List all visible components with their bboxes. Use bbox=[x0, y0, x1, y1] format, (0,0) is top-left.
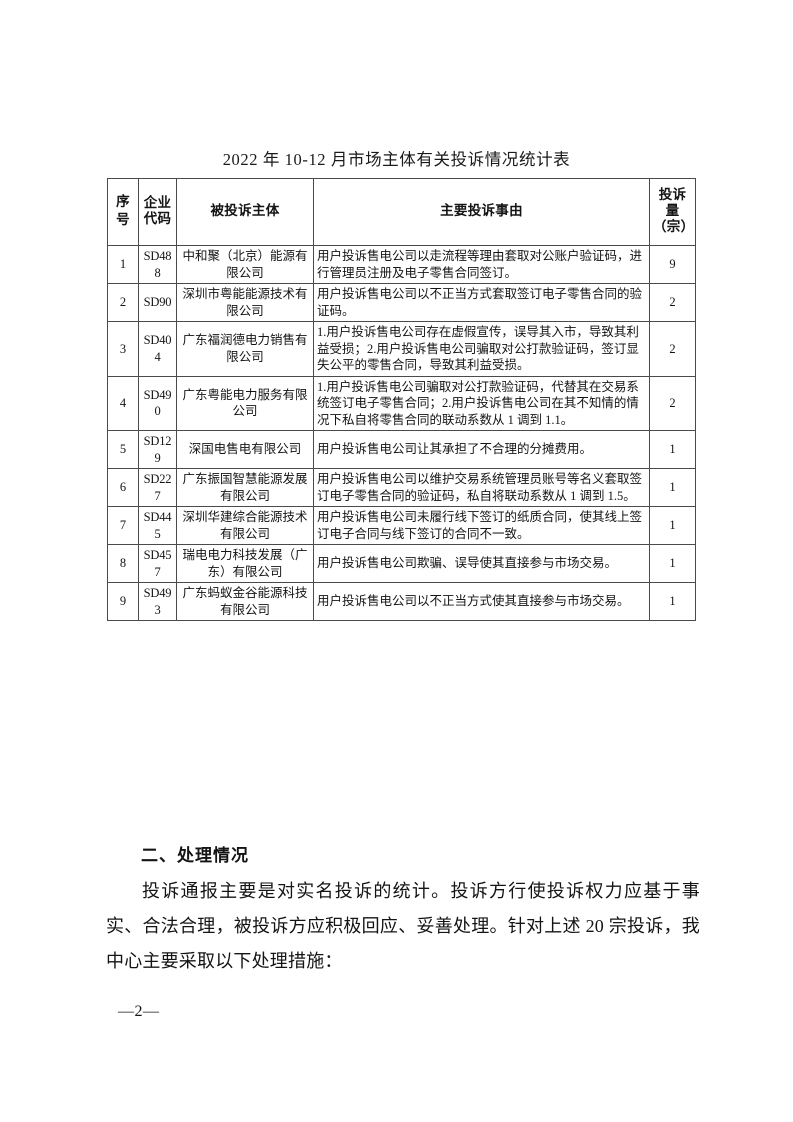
cell-count: 1 bbox=[649, 506, 696, 545]
cell-subject: 深国电售电有限公司 bbox=[176, 430, 314, 469]
cell-reason: 用户投诉售电公司以走流程等理由套取对公账户验证码，进行管理员注册及电子零售合同签… bbox=[313, 245, 650, 284]
cell-subject: 广东振国智慧能源发展有限公司 bbox=[176, 468, 314, 507]
column-header-enterprise-code: 企业 代码 bbox=[138, 178, 177, 246]
cell-subject: 瑞电电力科技发展（广东）有限公司 bbox=[176, 544, 314, 583]
page-title: 2022 年 10-12 月市场主体有关投诉情况统计表 bbox=[222, 150, 571, 169]
cell-count: 1 bbox=[649, 544, 696, 583]
cell-subject: 深圳市粤能能源技术有限公司 bbox=[176, 283, 314, 322]
cell-count: 2 bbox=[649, 321, 696, 377]
table-row: 8 SD457 瑞电电力科技发展（广东）有限公司 用户投诉售电公司欺骗、误导使其… bbox=[107, 544, 696, 583]
cell-subject: 广东粤能电力服务有限公司 bbox=[176, 375, 314, 431]
cell-code: SD90 bbox=[138, 283, 177, 322]
column-header-no: 序号 bbox=[107, 178, 139, 246]
cell-subject: 广东福润德电力销售有限公司 bbox=[176, 321, 314, 377]
column-header-subject: 被投诉主体 bbox=[176, 178, 314, 246]
table-row: 2 SD90 深圳市粤能能源技术有限公司 用户投诉售电公司以不正当方式套取签订电… bbox=[107, 283, 696, 322]
cell-reason: 1.用户投诉售电公司存在虚假宣传，误导其入市，导致其利益受损；2.用户投诉售电公… bbox=[313, 321, 650, 377]
cell-reason: 用户投诉售电公司欺骗、误导使其直接参与市场交易。 bbox=[313, 544, 650, 583]
cell-subject: 中和聚（北京）能源有限公司 bbox=[176, 245, 314, 284]
cell-reason: 用户投诉售电公司以不正当方式使其直接参与市场交易。 bbox=[313, 582, 650, 621]
section-paragraph-handling: 投诉通报主要是对实名投诉的统计。投诉方行使投诉权力应基于事实、合法合理，被投诉方… bbox=[106, 881, 700, 971]
cell-no: 5 bbox=[107, 430, 139, 469]
cell-no: 7 bbox=[107, 506, 139, 545]
cell-count: 2 bbox=[649, 283, 696, 322]
column-header-enterprise-code-line2: 代码 bbox=[143, 211, 172, 227]
column-header-count-line2: （宗） bbox=[653, 218, 695, 235]
cell-no: 9 bbox=[107, 582, 139, 621]
table-header: 序号 企业 代码 被投诉主体 主要投诉事由 投诉量 （宗） bbox=[107, 178, 696, 246]
cell-no: 8 bbox=[107, 544, 139, 583]
table-body: 1 SD488 中和聚（北京）能源有限公司 用户投诉售电公司以走流程等理由套取对… bbox=[107, 245, 696, 621]
cell-reason: 用户投诉售电公司以维护交易系统管理员账号等名义套取签订电子零售合同的验证码，私自… bbox=[313, 468, 650, 507]
table-row: 1 SD488 中和聚（北京）能源有限公司 用户投诉售电公司以走流程等理由套取对… bbox=[107, 245, 696, 284]
cell-code: SD129 bbox=[138, 430, 177, 469]
table-row: 7 SD445 深圳华建综合能源技术有限公司 用户投诉售电公司未履行线下签订的纸… bbox=[107, 506, 696, 545]
cell-code: SD490 bbox=[138, 375, 177, 431]
section-heading-handling: 二、处理情况 bbox=[141, 846, 249, 866]
cell-reason: 用户投诉售电公司未履行线下签订的纸质合同，使其线上签订电子合同与线下签订的合同不… bbox=[313, 506, 650, 545]
complaint-statistics-table: 序号 企业 代码 被投诉主体 主要投诉事由 投诉量 （宗） 1 SD48 bbox=[107, 178, 696, 621]
cell-no: 4 bbox=[107, 375, 139, 431]
cell-count: 2 bbox=[649, 375, 696, 431]
table-row: 5 SD129 深国电售电有限公司 用户投诉售电公司让其承担了不合理的分摊费用。… bbox=[107, 430, 696, 469]
cell-no: 1 bbox=[107, 245, 139, 284]
cell-code: SD457 bbox=[138, 544, 177, 583]
complaint-statistics-table-container: 序号 企业 代码 被投诉主体 主要投诉事由 投诉量 （宗） 1 SD48 bbox=[107, 178, 696, 621]
column-header-count-line1: 投诉量 bbox=[658, 187, 687, 220]
table-row: 9 SD493 广东蚂蚁金谷能源科技有限公司 用户投诉售电公司以不正当方式使其直… bbox=[107, 582, 696, 621]
cell-count: 1 bbox=[649, 468, 696, 507]
cell-count: 1 bbox=[649, 430, 696, 469]
cell-code: SD445 bbox=[138, 506, 177, 545]
cell-reason: 用户投诉售电公司以不正当方式套取签订电子零售合同的验证码。 bbox=[313, 283, 650, 322]
column-header-enterprise-code-line1: 企业 bbox=[143, 195, 172, 212]
cell-reason: 用户投诉售电公司让其承担了不合理的分摊费用。 bbox=[313, 430, 650, 469]
cell-count: 1 bbox=[649, 582, 696, 621]
column-header-reason: 主要投诉事由 bbox=[313, 178, 650, 246]
cell-count: 9 bbox=[649, 245, 696, 284]
cell-subject: 深圳华建综合能源技术有限公司 bbox=[176, 506, 314, 545]
table-row: 3 SD404 广东福润德电力销售有限公司 1.用户投诉售电公司存在虚假宣传，误… bbox=[107, 321, 696, 377]
cell-no: 3 bbox=[107, 321, 139, 377]
cell-no: 2 bbox=[107, 283, 139, 322]
table-header-row: 序号 企业 代码 被投诉主体 主要投诉事由 投诉量 （宗） bbox=[107, 178, 696, 246]
cell-no: 6 bbox=[107, 468, 139, 507]
table-row: 6 SD227 广东振国智慧能源发展有限公司 用户投诉售电公司以维护交易系统管理… bbox=[107, 468, 696, 507]
column-header-count: 投诉量 （宗） bbox=[649, 178, 696, 246]
cell-code: SD488 bbox=[138, 245, 177, 284]
page-number: —2— bbox=[118, 1003, 160, 1020]
cell-code: SD227 bbox=[138, 468, 177, 507]
cell-code: SD404 bbox=[138, 321, 177, 377]
cell-code: SD493 bbox=[138, 582, 177, 621]
cell-subject: 广东蚂蚁金谷能源科技有限公司 bbox=[176, 582, 314, 621]
table-row: 4 SD490 广东粤能电力服务有限公司 1.用户投诉售电公司骗取对公打款验证码… bbox=[107, 375, 696, 431]
cell-reason: 1.用户投诉售电公司骗取对公打款验证码，代替其在交易系统签订电子零售合同；2.用… bbox=[313, 375, 650, 431]
